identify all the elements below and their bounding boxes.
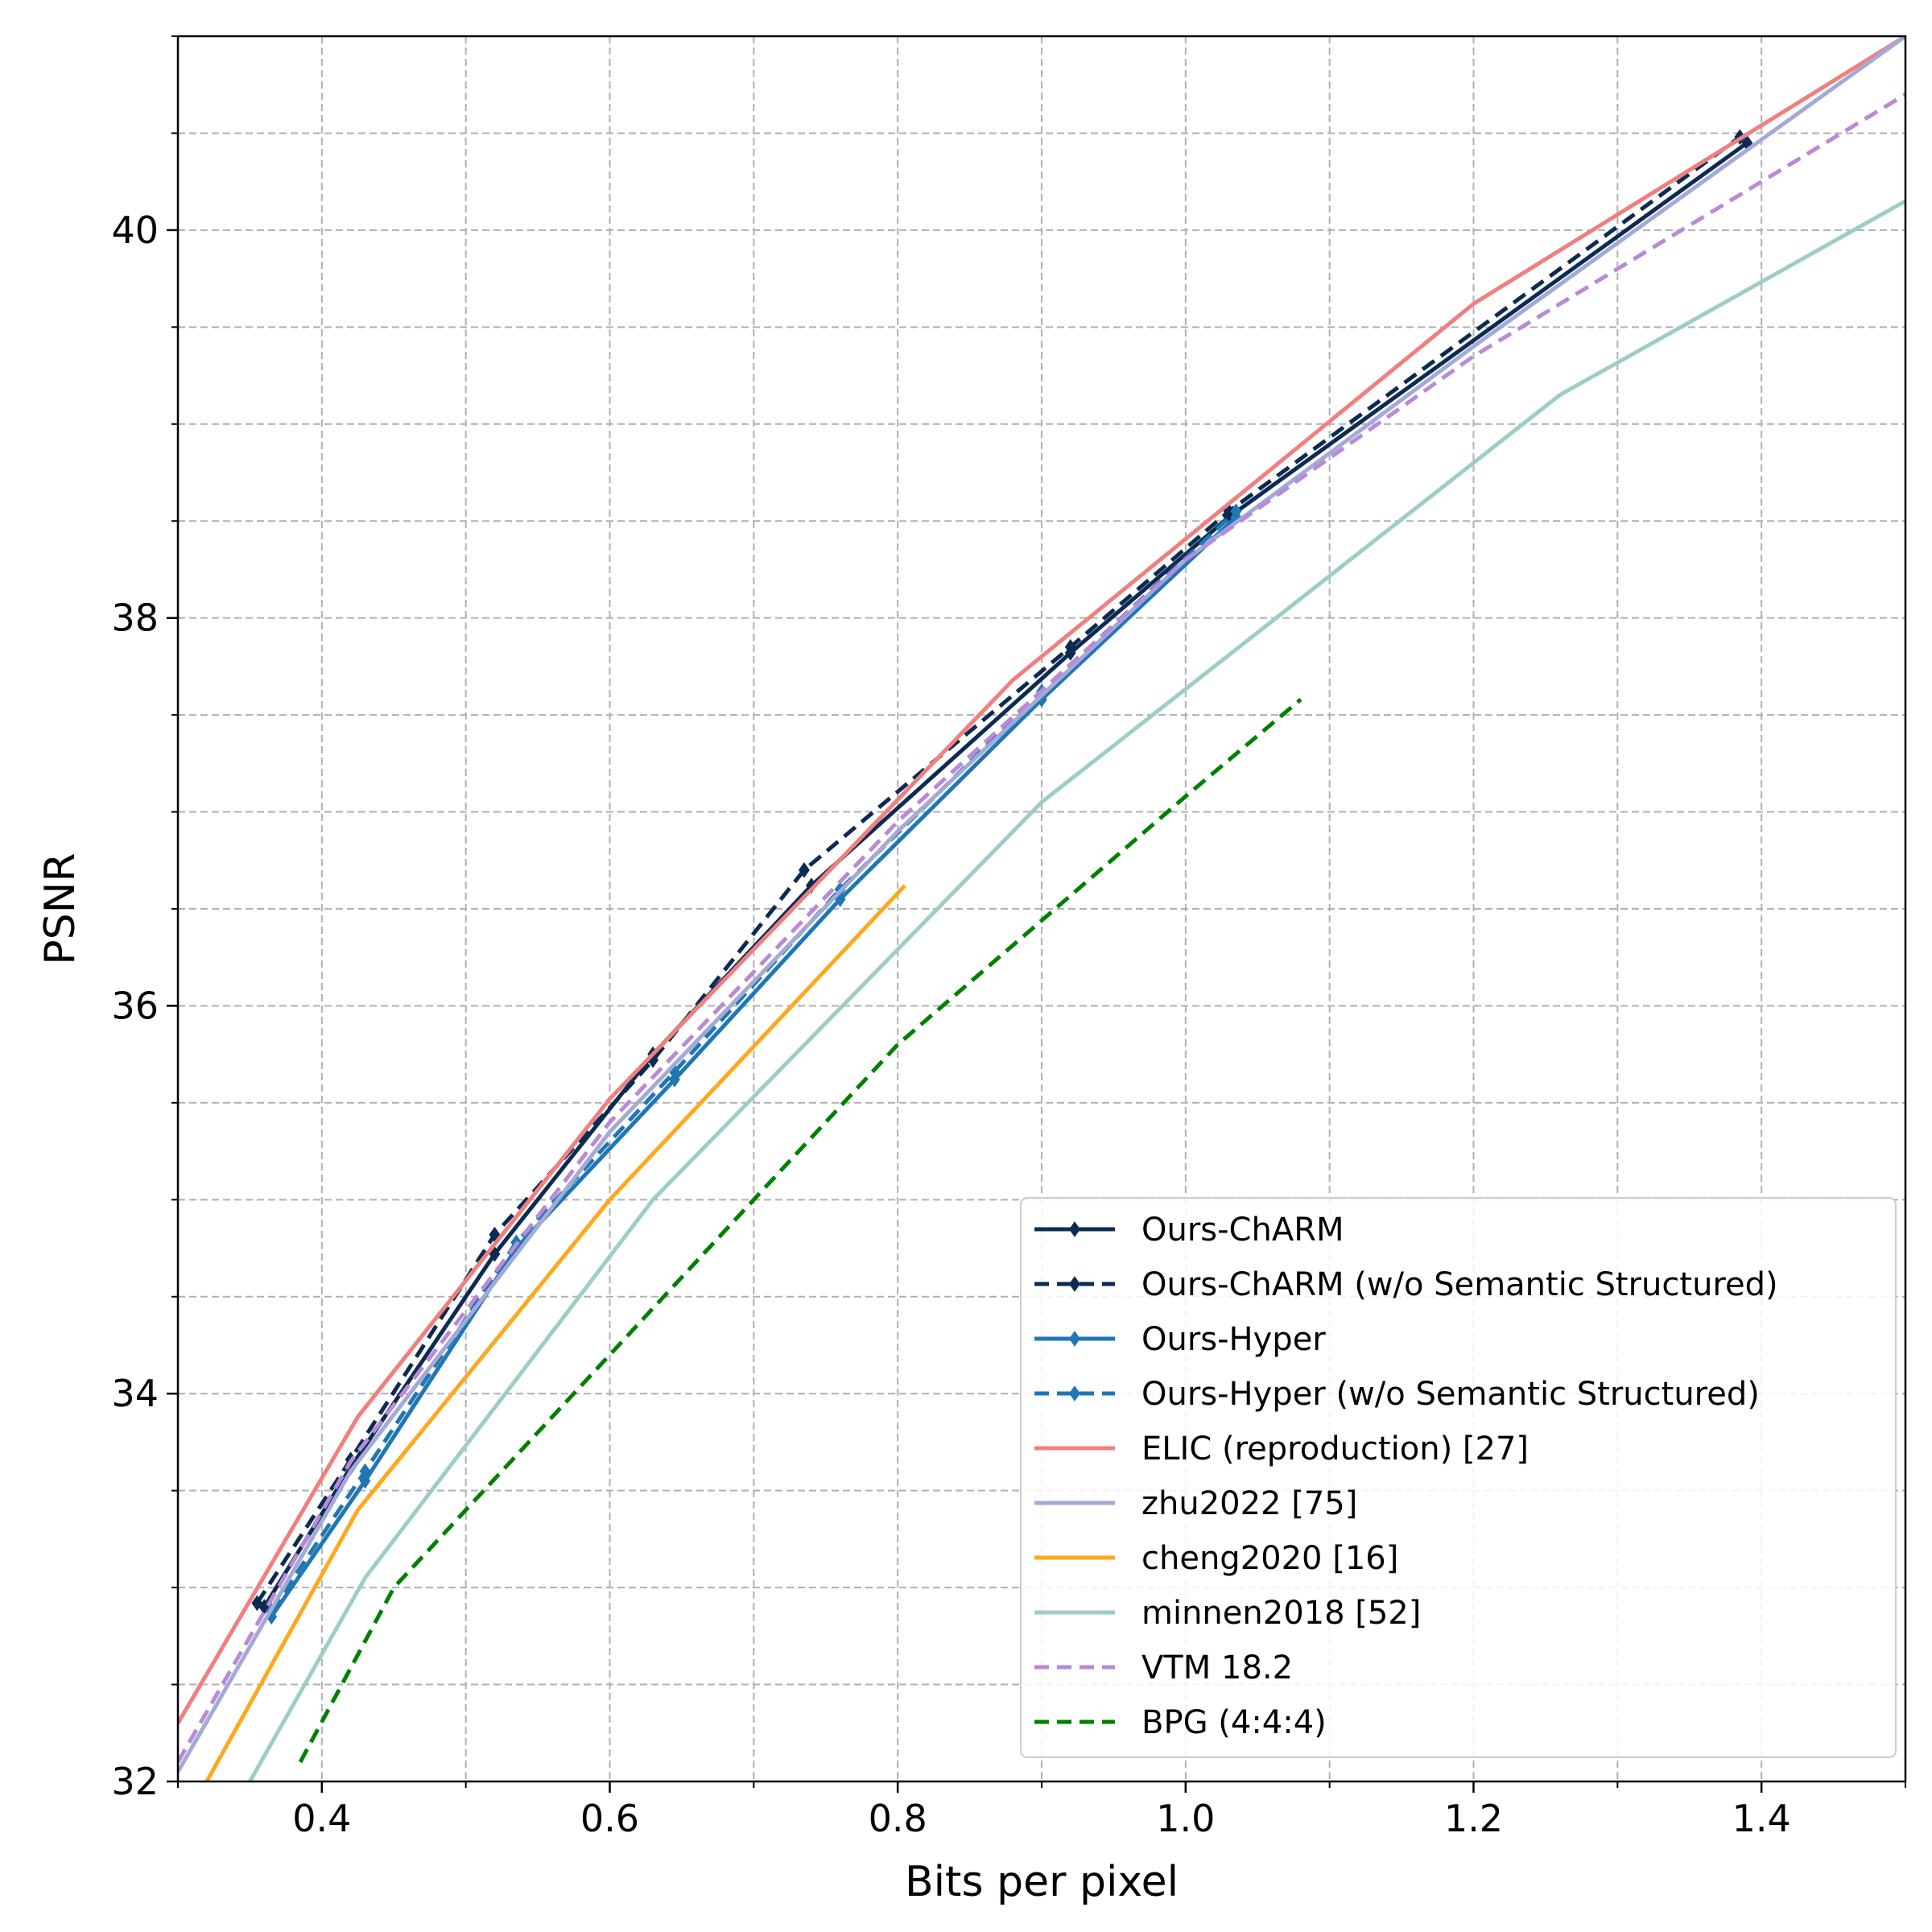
series-line-ours-charm-w-o-semantic-structured bbox=[255, 135, 1741, 1604]
legend-box bbox=[1020, 1197, 1897, 1758]
data-point-ours-hyper-w-o-semantic-structured bbox=[359, 1463, 371, 1480]
legend-label: Ours-ChARM (w/o Semantic Structured) bbox=[1141, 1266, 1778, 1303]
series-line-cheng2020-16 bbox=[204, 884, 906, 1781]
x-tick-label: 1.4 bbox=[1732, 1797, 1791, 1840]
y-tick-label: 40 bbox=[111, 208, 159, 252]
series-line-minnen2018-52 bbox=[248, 199, 1905, 1781]
legend-marker bbox=[1069, 1221, 1080, 1237]
legend-label: zhu2022 [75] bbox=[1141, 1485, 1357, 1522]
x-tick-label: 1.0 bbox=[1156, 1797, 1215, 1840]
y-tick-label: 36 bbox=[111, 984, 159, 1027]
series-line-elic-reproduction-27 bbox=[178, 36, 1905, 1724]
legend-marker bbox=[1069, 1331, 1080, 1347]
legend-label: Ours-Hyper (w/o Semantic Structured) bbox=[1141, 1376, 1760, 1413]
x-tick-label: 0.8 bbox=[869, 1797, 927, 1840]
series-line-zhu2022-75 bbox=[178, 36, 1905, 1773]
y-axis-title: PSNR bbox=[36, 852, 85, 964]
legend-label: Ours-ChARM bbox=[1141, 1212, 1344, 1249]
legend-label: VTM 18.2 bbox=[1141, 1649, 1293, 1686]
x-tick-label: 0.6 bbox=[580, 1797, 639, 1840]
y-tick-label: 34 bbox=[111, 1372, 159, 1415]
legend-label: ELIC (reproduction) [27] bbox=[1141, 1430, 1529, 1468]
legend: Ours-ChARM Ours-ChARM (w/o Semantic Struc… bbox=[1020, 1197, 1897, 1758]
data-point-ours-hyper-w-o-semantic-structured bbox=[1230, 503, 1242, 520]
data-point-ours-charm-w-o-semantic-structured bbox=[251, 1595, 263, 1612]
legend-label: BPG (4:4:4) bbox=[1141, 1704, 1327, 1741]
legend-label: Ours-Hyper bbox=[1141, 1321, 1326, 1358]
x-axis-title: Bits per pixel bbox=[905, 1858, 1179, 1906]
legend-marker bbox=[1069, 1276, 1080, 1292]
series-layer bbox=[178, 36, 1905, 1781]
legend-marker bbox=[1069, 1385, 1080, 1402]
series-line-vtm-18-2 bbox=[178, 93, 1905, 1764]
legend-label: minnen2018 [52] bbox=[1141, 1595, 1421, 1632]
ticks: 0.4 0.6 0.8 1.0 1.2 1.4 32 34 36 38 40 bbox=[111, 35, 1906, 1840]
y-tick-label: 32 bbox=[111, 1760, 159, 1803]
series-line-bpg-4-4-4 bbox=[298, 697, 1302, 1764]
data-point-ours-charm-w-o-semantic-structured bbox=[799, 861, 810, 878]
legend-label: cheng2020 [16] bbox=[1141, 1540, 1398, 1577]
data-point-ours-charm-w-o-semantic-structured bbox=[1064, 638, 1076, 655]
y-tick-label: 38 bbox=[111, 597, 159, 640]
x-tick-label: 0.4 bbox=[292, 1797, 351, 1840]
x-tick-label: 1.2 bbox=[1444, 1797, 1503, 1840]
